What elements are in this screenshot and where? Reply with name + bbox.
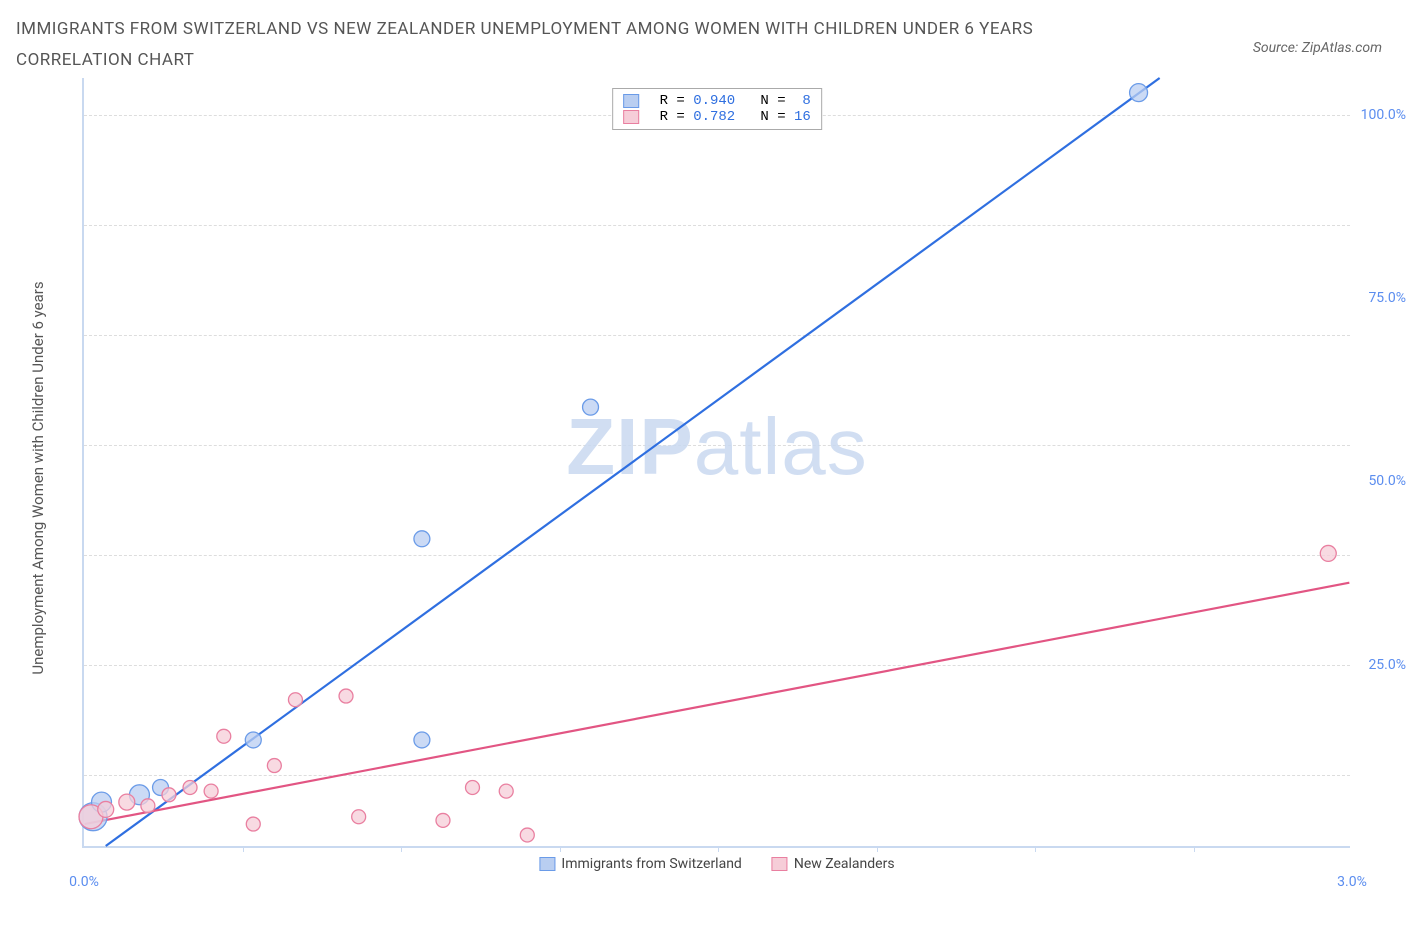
y-tick-label: 75.0% <box>1368 290 1406 306</box>
chart-title-block: IMMIGRANTS FROM SWITZERLAND VS NEW ZEALA… <box>16 14 1390 75</box>
data-point-nz <box>119 794 135 810</box>
data-point-swiss <box>1130 84 1148 102</box>
series-legend: Immigrants from Switzerland New Zealander… <box>539 856 894 872</box>
data-point-nz <box>204 784 218 798</box>
legend-stat-text: R = 0.940 N = 8 <box>651 93 811 109</box>
data-point-nz <box>217 729 231 743</box>
x-minor-tick <box>1194 846 1195 852</box>
data-point-swiss <box>583 399 599 415</box>
data-point-swiss <box>414 732 430 748</box>
data-point-nz <box>162 788 176 802</box>
regression-line-swiss <box>106 78 1160 846</box>
data-point-nz <box>520 828 534 842</box>
legend-swatch <box>539 857 555 871</box>
y-tick-label: 50.0% <box>1368 473 1406 489</box>
regression-line-nz <box>85 583 1350 824</box>
series-legend-label: New Zealanders <box>794 856 895 872</box>
series-legend-item: New Zealanders <box>772 856 895 872</box>
chart-title-line1: IMMIGRANTS FROM SWITZERLAND VS NEW ZEALA… <box>16 14 1390 45</box>
data-point-nz <box>246 817 260 831</box>
legend-stat-text: R = 0.782 N = 16 <box>651 109 811 125</box>
data-point-nz <box>98 801 114 817</box>
chart-frame: Unemployment Among Women with Children U… <box>50 78 1390 878</box>
correlation-legend-row: R = 0.782 N = 16 <box>623 109 811 125</box>
x-minor-tick <box>1035 846 1036 852</box>
y-axis-label: Unemployment Among Women with Children U… <box>29 281 47 674</box>
data-point-nz <box>436 813 450 827</box>
correlation-legend: R = 0.940 N = 8 R = 0.782 N = 16 <box>612 88 822 130</box>
x-minor-tick <box>877 846 878 852</box>
data-point-nz <box>267 759 281 773</box>
x-tick-label: 3.0% <box>1337 874 1367 890</box>
data-point-nz <box>339 689 353 703</box>
series-legend-label: Immigrants from Switzerland <box>561 856 741 872</box>
series-legend-item: Immigrants from Switzerland <box>539 856 741 872</box>
data-point-nz <box>352 810 366 824</box>
x-minor-tick <box>401 846 402 852</box>
source-citation: Source: ZipAtlas.com <box>1253 40 1382 56</box>
data-point-nz <box>183 781 197 795</box>
x-minor-tick <box>560 846 561 852</box>
data-point-nz <box>288 693 302 707</box>
data-point-nz <box>1320 545 1336 561</box>
data-point-nz <box>141 799 155 813</box>
y-tick-label: 100.0% <box>1361 107 1406 123</box>
legend-swatch <box>623 110 639 124</box>
data-point-nz <box>499 784 513 798</box>
legend-swatch <box>772 857 788 871</box>
correlation-legend-row: R = 0.940 N = 8 <box>623 93 811 109</box>
data-point-nz <box>466 781 480 795</box>
scatter-plot-svg <box>84 78 1350 846</box>
x-minor-tick <box>243 846 244 852</box>
chart-title-line2: CORRELATION CHART <box>16 45 1390 76</box>
data-point-swiss <box>414 531 430 547</box>
x-tick-label: 0.0% <box>69 874 99 890</box>
plot-area: 25.0%50.0%75.0%100.0% 0.0%3.0% ZIPatlas … <box>82 78 1350 848</box>
x-minor-tick <box>718 846 719 852</box>
legend-swatch <box>623 94 639 108</box>
y-tick-label: 25.0% <box>1368 657 1406 673</box>
data-point-swiss <box>245 732 261 748</box>
